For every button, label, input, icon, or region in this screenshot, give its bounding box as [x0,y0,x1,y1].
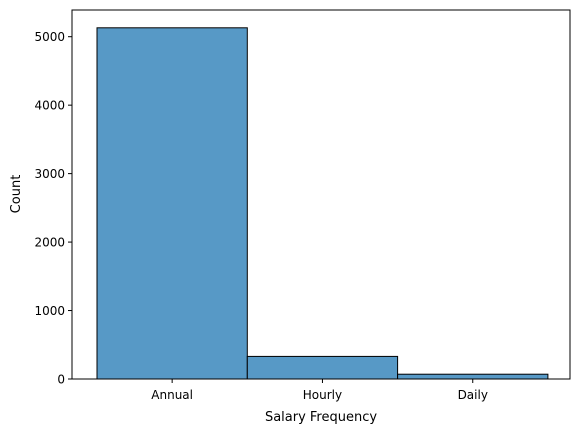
bars [96,27,549,380]
y-tick-label: 3000 [34,167,65,181]
y-tick-label: 0 [57,373,65,387]
y-tick-label: 2000 [34,236,65,250]
x-tick-label: Daily [458,388,488,402]
y-axis: 0 1000 2000 3000 4000 5000 [34,30,72,387]
bar-annual [96,27,248,380]
x-axis: Annual Hourly Daily [151,379,488,402]
y-tick-label: 5000 [34,30,65,44]
bar-daily [397,373,549,380]
x-axis-label: Salary Frequency [265,410,377,425]
y-tick-label: 4000 [34,99,65,113]
y-tick-label: 1000 [34,304,65,318]
bar-hourly [246,355,399,380]
x-tick-label: Annual [151,388,193,402]
plot-frame [71,9,571,380]
y-axis-label: Count [9,175,24,214]
x-tick-label: Hourly [303,388,342,402]
